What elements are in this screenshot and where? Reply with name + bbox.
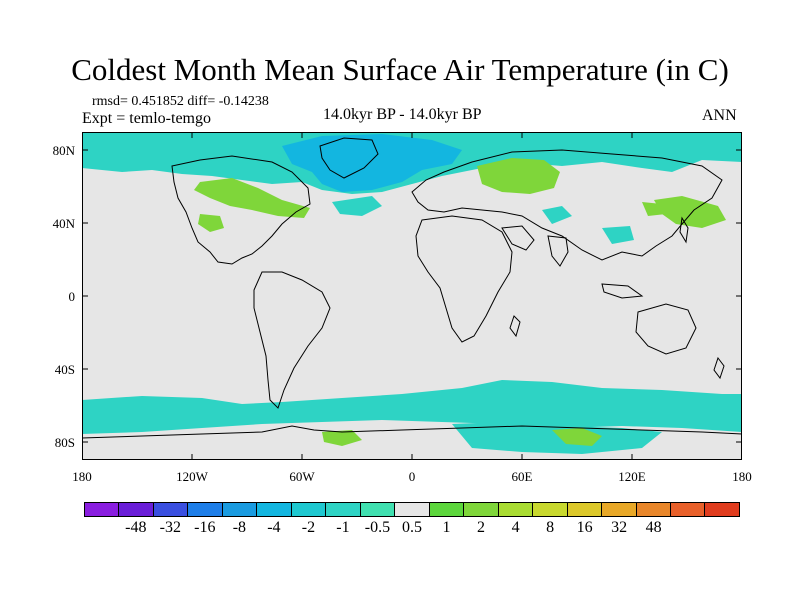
asia-cool-patch [602,226,634,244]
lat-tick-label: 80S [54,435,75,450]
plot-title: Coldest Month Mean Surface Air Temperatu… [71,52,729,87]
colorbar-box [222,503,258,516]
colorbar-label: 32 [611,519,628,536]
colorbar-box [567,503,603,516]
antarctic-cool [452,422,662,454]
colorbar-label: 2 [477,519,486,536]
colorbar-box [119,503,154,516]
greenland-coast [319,137,379,179]
colorbar-label: 8 [546,519,555,536]
antarctic-warming [552,428,602,446]
north-america-warming [194,178,310,218]
colorbar-label: 0.5 [402,519,422,536]
colorbar-box [498,503,534,516]
atlantic-cool-patch [332,196,382,216]
north-america-coast [171,155,311,265]
colorbar-label: -8 [232,519,247,536]
lon-tick-label: 60W [289,469,315,484]
colorbar-box [360,503,396,516]
colorbar-box [257,503,292,516]
period-label: 14.0kyr BP - 14.0kyr BP [323,106,482,123]
lat-tick-label: 40S [54,362,75,377]
lon-tick-label: 60E [511,469,533,484]
season-label: ANN [702,107,737,124]
colorbar-label: 4 [511,519,520,536]
colorbar-box [395,503,430,516]
colorbar-box [153,503,189,516]
colorbar-box [670,503,706,516]
lat-tick-label: 0 [68,289,76,304]
anomaly-layer [82,132,742,454]
colorbar-box [291,503,327,516]
central-asia-warming [642,202,666,216]
colorbar-box [326,503,361,516]
eurasia-coast [411,149,723,261]
map-canvas [82,132,742,460]
madagascar-coast [509,315,521,338]
lat-tick-label: 40N [52,216,75,231]
north-america-warming-2 [198,214,224,232]
lon-tick-label: 180 [72,469,92,484]
colorbar-box [85,503,120,516]
colorbar-box [429,503,465,516]
colorbar-label: -48 [125,519,147,536]
north-atlantic-cooling [282,134,462,192]
antarctic-warming-2 [322,430,362,446]
lon-tick-label: 180 [732,469,752,484]
lon-tick-label: 120W [176,469,208,484]
antarctica-coast [82,425,742,439]
colorbar-label: -4 [267,519,281,536]
experiment-label: Expt = temlo-temgo [82,110,211,127]
colorbar-box [705,503,739,516]
colorbar-label: -16 [194,519,216,536]
pacific-cool-patch [642,136,702,154]
lat-tick-label: 80N [52,143,75,158]
new-zealand-coast [713,356,725,380]
colorbar-label: -2 [301,519,316,536]
south-america-coast [253,271,331,409]
colorbar-box [188,503,223,516]
coastlines [82,137,742,439]
sea-islands-coast [601,283,644,299]
southern-ocean-band [82,380,742,434]
tick-marks [82,132,742,460]
colorbar-box [533,503,568,516]
colorbar-box [464,503,499,516]
east-asia-warming [654,196,726,228]
lon-tick-label: 0 [408,469,416,484]
colorbar-label: 48 [645,519,662,536]
arabia-coast [501,225,535,251]
australia-coast [635,303,697,355]
lon-tick-label: 120E [618,469,646,484]
mideast-cool-patch [542,206,572,224]
colorbar-label: 16 [576,519,593,536]
africa-coast [415,215,513,343]
colorbar-label: -32 [159,519,181,536]
stats-label: rmsd= 0.451852 diff= -0.14238 [92,94,269,109]
india-coast [547,235,569,267]
colorbar [84,502,740,517]
colorbar-box [636,503,671,516]
colorbar-label: 1 [442,519,451,536]
colorbar-label: -0.5 [364,519,391,536]
world-map [82,132,742,460]
japan-coast [679,216,689,244]
colorbar-box [602,503,637,516]
colorbar-label: -1 [336,519,350,536]
siberia-warming [477,158,560,194]
